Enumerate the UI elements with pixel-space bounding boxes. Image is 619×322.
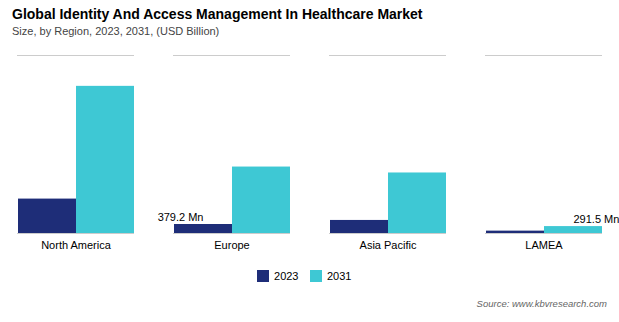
svg-text:291.5 Mn: 291.5 Mn xyxy=(574,213,619,225)
svg-text:LAMEA: LAMEA xyxy=(525,239,563,251)
html-text:Size, by Region, 2023, 2031, (: Size, by Region, 2023, 2031, (USD Billio… xyxy=(12,25,220,37)
html-text:Source: www.kbvresearch.com: Source: www.kbvresearch.com xyxy=(476,297,607,309)
svg-text:Asia Pacific: Asia Pacific xyxy=(360,239,417,251)
svg-text:379.2 Mn: 379.2 Mn xyxy=(158,211,204,223)
html-text:Global Identity And Access Man: Global Identity And Access Management In… xyxy=(12,6,423,22)
html-text:2031: 2031 xyxy=(327,269,352,282)
svg-text:Europe: Europe xyxy=(214,239,249,251)
html-text:2023: 2023 xyxy=(274,269,299,282)
svg-text:North America: North America xyxy=(41,239,112,251)
